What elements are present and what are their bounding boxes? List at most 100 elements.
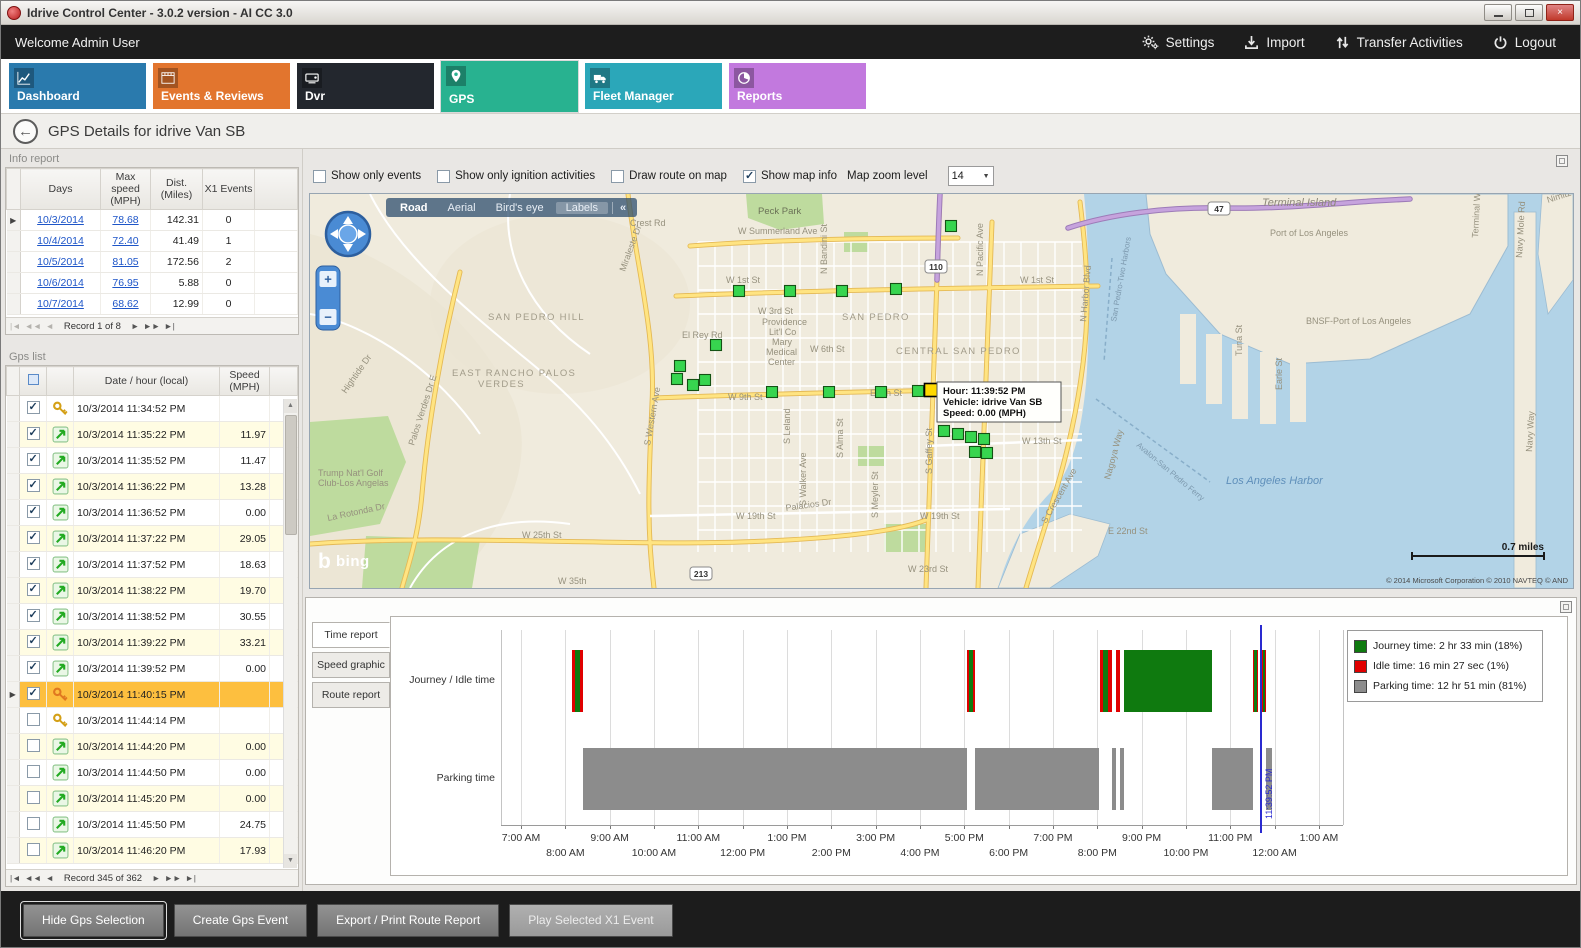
close-button[interactable]: ×	[1546, 4, 1574, 21]
gps-list-row[interactable]: ▶ 10/3/2014 11:40:15 PM	[6, 681, 298, 708]
day-link[interactable]: 10/7/2014	[37, 298, 84, 310]
map-mode-road[interactable]: Road	[400, 201, 428, 214]
max-speed-link[interactable]: 68.62	[112, 298, 139, 310]
map-compass-control[interactable]	[324, 210, 372, 258]
info-report-row[interactable]: 10/4/2014 72.40 41.49 1	[6, 230, 298, 252]
checkbox-show-only-events[interactable]: Show only events	[313, 169, 421, 183]
gps-marker[interactable]	[698, 373, 712, 387]
gps-marker[interactable]	[765, 385, 779, 399]
next-page-icon[interactable]: ►►	[164, 873, 182, 883]
checkbox-icon[interactable]	[313, 169, 326, 183]
scrollbar-thumb[interactable]	[285, 415, 297, 535]
map-typebar-collapse-button[interactable]: «	[612, 201, 633, 214]
map-mode-aerial[interactable]: Aerial	[447, 201, 476, 214]
report-panel-collapse-button[interactable]	[1560, 601, 1572, 613]
row-checkbox[interactable]	[26, 452, 40, 466]
next-record-icon[interactable]: ►	[130, 321, 140, 331]
gps-list-scrollbar[interactable]: ▲ ▼	[283, 399, 297, 868]
play-selected-x1-event-button[interactable]: Play Selected X1 Event	[509, 903, 673, 937]
day-link[interactable]: 10/6/2014	[37, 277, 84, 289]
first-record-icon[interactable]: |◄	[10, 321, 21, 331]
zoom-out-button[interactable]	[319, 309, 337, 325]
row-checkbox[interactable]	[26, 738, 40, 752]
row-checkbox[interactable]	[26, 608, 40, 622]
row-checkbox[interactable]	[26, 790, 40, 804]
last-record-icon[interactable]: ►|	[185, 873, 196, 883]
row-checkbox[interactable]	[26, 426, 40, 440]
gps-marker[interactable]	[835, 284, 849, 298]
row-checkbox[interactable]	[26, 530, 40, 544]
checkbox-show-map-info[interactable]: Show map info	[742, 169, 837, 183]
prev-record-icon[interactable]: ◄	[45, 321, 54, 331]
gps-marker[interactable]	[977, 432, 991, 446]
max-speed-link[interactable]: 76.95	[112, 277, 139, 289]
gps-marker[interactable]	[670, 372, 684, 386]
gps-marker[interactable]	[937, 424, 951, 438]
info-report-row[interactable]: 10/7/2014 68.62 12.99 0	[6, 293, 298, 315]
row-checkbox[interactable]	[26, 634, 40, 648]
gps-marker[interactable]	[964, 430, 978, 444]
row-checkbox[interactable]	[26, 764, 40, 778]
row-checkbox[interactable]	[26, 842, 40, 856]
gps-list-row[interactable]: 10/3/2014 11:34:52 PM	[6, 395, 298, 422]
maximize-button[interactable]	[1515, 4, 1543, 21]
minimize-button[interactable]	[1484, 4, 1512, 21]
gps-marker[interactable]	[783, 284, 797, 298]
row-checkbox[interactable]	[26, 556, 40, 570]
max-speed-link[interactable]: 81.05	[112, 256, 139, 268]
column-header[interactable]: Days	[20, 168, 101, 210]
next-page-icon[interactable]: ►►	[143, 321, 161, 331]
gps-marker[interactable]	[944, 219, 958, 233]
gps-list-row[interactable]: 10/3/2014 11:45:20 PM 0.00	[6, 785, 298, 812]
checkbox-icon[interactable]	[742, 169, 756, 183]
menu-import[interactable]: Import	[1244, 34, 1305, 50]
map-view[interactable]: Crest Rd Miraleste Dr Peck Park W Summerlan…	[309, 193, 1574, 589]
row-checkbox[interactable]	[26, 582, 40, 596]
tab-fleet-manager[interactable]: Fleet Manager	[585, 63, 722, 109]
menu-logout[interactable]: Logout	[1493, 34, 1556, 50]
column-header[interactable]: Speed (MPH)	[219, 366, 270, 396]
row-checkbox[interactable]	[26, 660, 40, 674]
prev-record-icon[interactable]: ◄	[45, 873, 54, 883]
column-header[interactable]: Date / hour (local)	[73, 366, 220, 396]
gps-list-row[interactable]: 10/3/2014 11:45:50 PM 24.75	[6, 811, 298, 838]
map-mode-labels[interactable]: Labels	[555, 201, 608, 214]
gps-marker[interactable]	[686, 378, 700, 392]
scroll-up-icon[interactable]: ▲	[284, 399, 297, 413]
map-mode-bird-s-eye[interactable]: Bird's eye	[495, 201, 544, 214]
prev-page-icon[interactable]: ◄◄	[24, 321, 42, 331]
gps-list-row[interactable]: 10/3/2014 11:36:52 PM0.00	[6, 499, 298, 526]
gps-marker[interactable]	[968, 445, 982, 459]
day-link[interactable]: 10/4/2014	[37, 235, 84, 247]
prev-page-icon[interactable]: ◄◄	[24, 873, 42, 883]
day-link[interactable]: 10/3/2014	[37, 214, 84, 226]
gps-marker[interactable]	[980, 446, 994, 460]
hide-gps-selection-button[interactable]: Hide Gps Selection	[20, 900, 167, 940]
tab-gps[interactable]: GPS	[441, 61, 578, 112]
tab-reports[interactable]: Reports	[729, 63, 866, 109]
gps-list-row[interactable]: 10/3/2014 11:46:20 PM 17.93	[6, 837, 298, 864]
report-tab-route-report[interactable]: Route report	[312, 682, 390, 708]
report-tab-time-report[interactable]: Time report	[312, 622, 390, 648]
column-header[interactable]: Max speed (MPH)	[100, 168, 151, 210]
column-header[interactable]: X1 Events	[202, 168, 255, 210]
select-all-icon[interactable]	[27, 374, 39, 385]
create-gps-event-button[interactable]: Create Gps Event	[173, 903, 308, 937]
max-speed-link[interactable]: 72.40	[112, 235, 139, 247]
info-report-row[interactable]: ▶ 10/3/2014 78.68 142.31 0	[6, 209, 298, 231]
gps-list-row[interactable]: 10/3/2014 11:39:52 PM0.00	[6, 655, 298, 682]
zoom-in-button[interactable]	[319, 271, 337, 287]
next-record-icon[interactable]: ►	[152, 873, 161, 883]
gps-marker[interactable]	[709, 338, 723, 352]
selected-gps-marker[interactable]	[923, 382, 939, 398]
row-checkbox[interactable]	[26, 478, 40, 492]
back-button[interactable]: ←	[13, 118, 38, 144]
gps-list-row[interactable]: 10/3/2014 11:44:50 PM 0.00	[6, 759, 298, 786]
map-panel-collapse-button[interactable]	[1556, 155, 1568, 167]
